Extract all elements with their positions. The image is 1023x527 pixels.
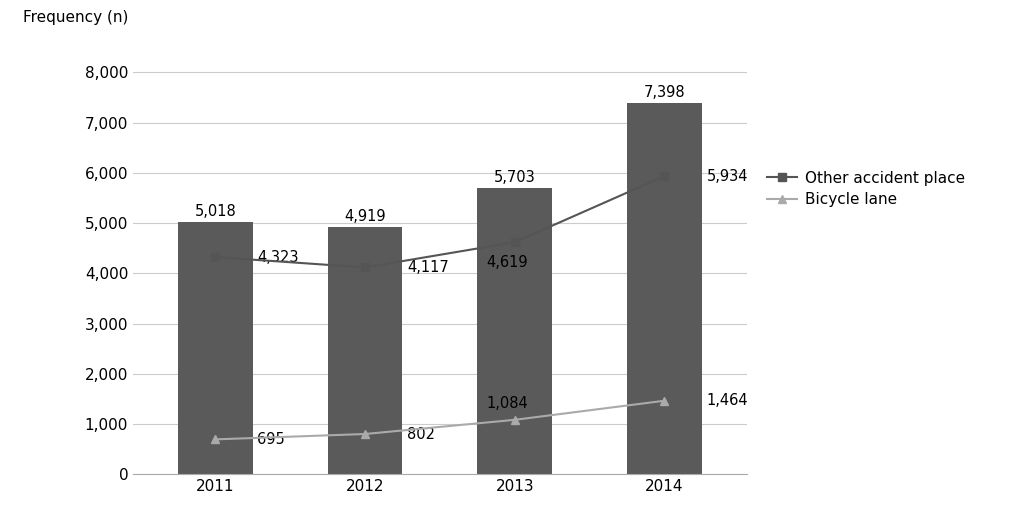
Text: 4,919: 4,919 [344, 209, 386, 224]
Bar [627, 103, 702, 474]
Text: 5,018: 5,018 [194, 204, 236, 219]
Text: 695: 695 [257, 432, 285, 447]
Text: 5,934: 5,934 [706, 169, 748, 183]
Text: 802: 802 [407, 426, 435, 442]
Bar [327, 227, 402, 474]
Text: 5,703: 5,703 [494, 170, 536, 185]
Text: 4,117: 4,117 [407, 260, 449, 275]
Bar [478, 188, 552, 474]
Text: 7,398: 7,398 [643, 84, 685, 100]
Text: 1,084: 1,084 [486, 396, 528, 411]
Bar [178, 222, 253, 474]
Text: 4,323: 4,323 [257, 250, 299, 265]
Text: Frequency (n): Frequency (n) [23, 10, 128, 25]
Text: 1,464: 1,464 [706, 393, 748, 408]
Text: 4,619: 4,619 [487, 255, 528, 270]
Legend: Other accident place, Bicycle lane: Other accident place, Bicycle lane [766, 171, 965, 207]
